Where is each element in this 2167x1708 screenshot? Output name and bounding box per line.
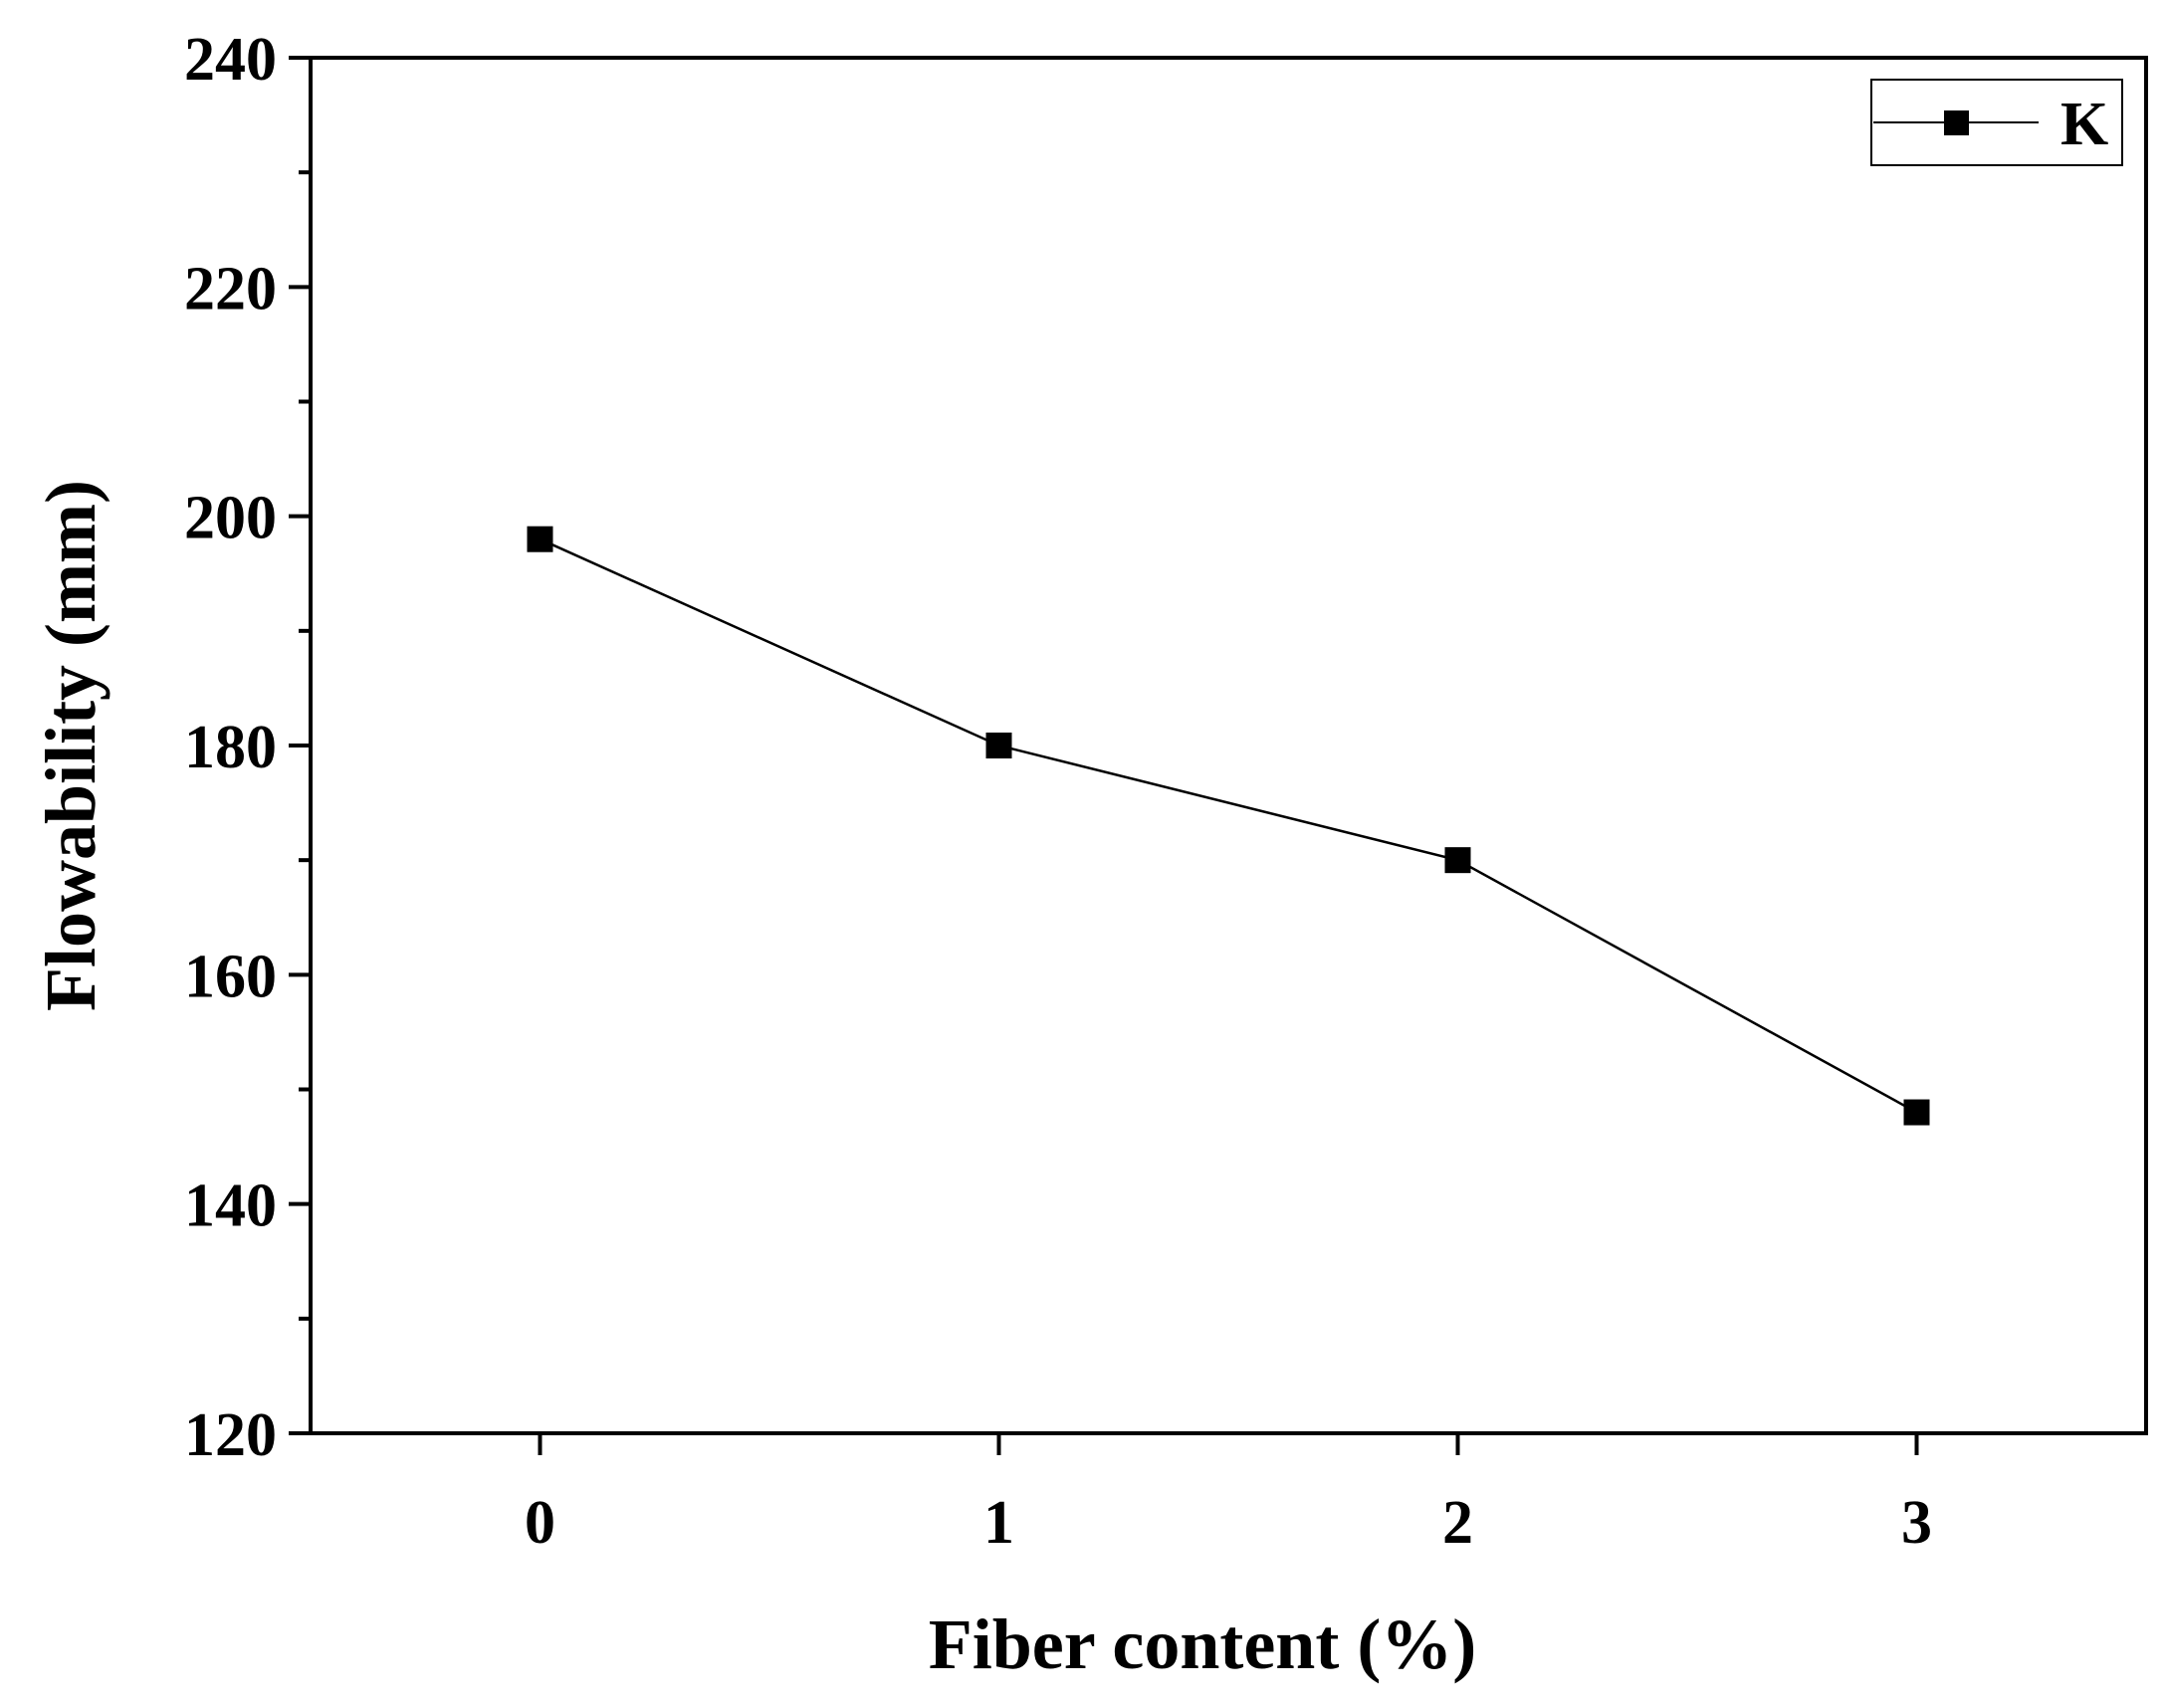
data-point [985,733,1012,758]
legend: K [1870,79,2123,166]
series-layer [527,526,1930,1126]
y-tick-label: 220 [184,255,277,322]
y-tick-label: 180 [184,714,277,781]
y-axis: 120 140 160 180 200 220 240 [184,26,311,1469]
plot-frame [309,56,2148,1435]
data-point [527,526,553,552]
y-tick-label: 120 [184,1401,277,1469]
y-tick-label: 200 [184,485,277,552]
x-tick-label: 2 [1442,1489,1473,1557]
legend-label: K [2060,91,2108,158]
x-axis-title: Fiber content (%) [929,1604,1477,1684]
y-tick-label: 160 [184,943,277,1010]
x-tick-label: 3 [1901,1489,1932,1557]
y-axis-title: Flowability (mm) [31,480,110,1011]
legend-marker [1944,110,1969,135]
data-point [1444,847,1471,874]
data-point [1903,1099,1930,1126]
x-tick-label: 1 [983,1489,1014,1557]
y-tick-label: 140 [184,1173,277,1240]
y-tick-label: 240 [184,26,277,94]
series-line [539,537,1918,1114]
x-tick-label: 0 [525,1489,555,1557]
x-axis: 0 1 2 3 [525,1433,1932,1557]
